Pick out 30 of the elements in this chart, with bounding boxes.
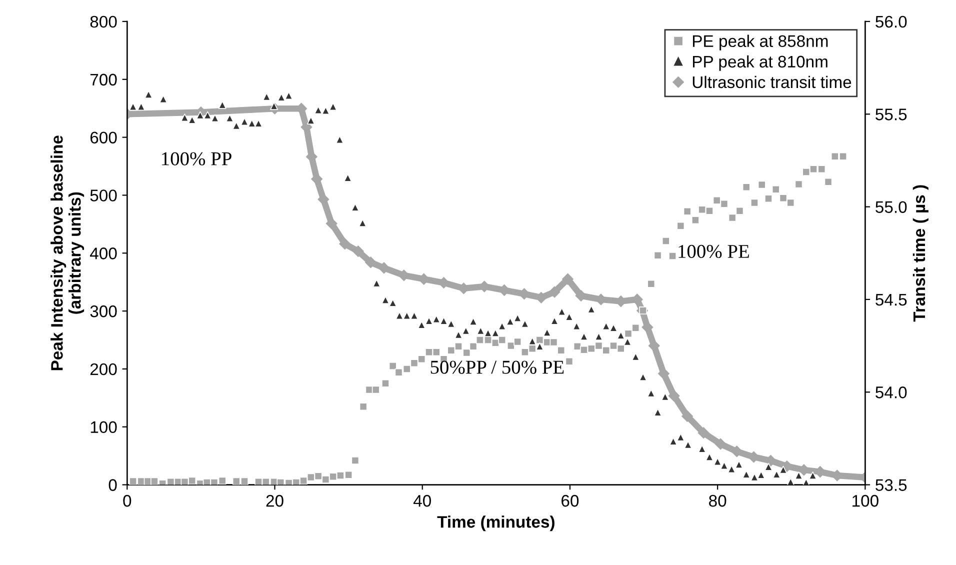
x-tick-label: 20 (266, 494, 284, 507)
x-tick-label: 0 (123, 494, 132, 507)
legend-label: PP peak at 810nm (692, 55, 828, 71)
y2-tick-label: 53.5 (876, 479, 907, 491)
y2-tick-label: 56.0 (876, 16, 907, 28)
annotation: 50%PP / 50% PE (430, 360, 564, 374)
legend-label: PE peak at 858nm (692, 34, 828, 50)
x-axis-title: Time (minutes) (437, 516, 554, 532)
y2-tick-label: 54.0 (876, 386, 907, 398)
annotation: 100% PE (678, 244, 749, 258)
y-tick-label: 800 (90, 16, 117, 28)
x-tick-label: 60 (562, 494, 579, 507)
x-tick-label: 80 (709, 494, 726, 507)
y-axis-title: Peak Intensity above baseline (arbitrary units) (50, 136, 84, 370)
y-tick-label: 400 (90, 248, 117, 260)
y-tick-label: 700 (90, 74, 117, 86)
y-tick-label: 100 (90, 421, 117, 434)
y2-tick-label: 55.0 (876, 201, 907, 213)
y-tick-label: 500 (90, 190, 117, 202)
y-tick-label: 300 (90, 305, 117, 318)
y2-tick-label: 55.5 (876, 108, 907, 120)
y-tick-label: 200 (90, 363, 117, 376)
y-tick-label: 600 (90, 132, 117, 144)
legend-label: Ultrasonic transit time (692, 76, 852, 88)
x-tick-label: 40 (413, 494, 431, 507)
y2-axis-title: Transit time ( µs ) (912, 185, 928, 322)
x-tick-label: 100 (852, 494, 878, 507)
y2-tick-label: 54.5 (876, 294, 907, 306)
y-tick-label: 0 (108, 479, 117, 491)
annotation: 100% PP (162, 152, 232, 166)
